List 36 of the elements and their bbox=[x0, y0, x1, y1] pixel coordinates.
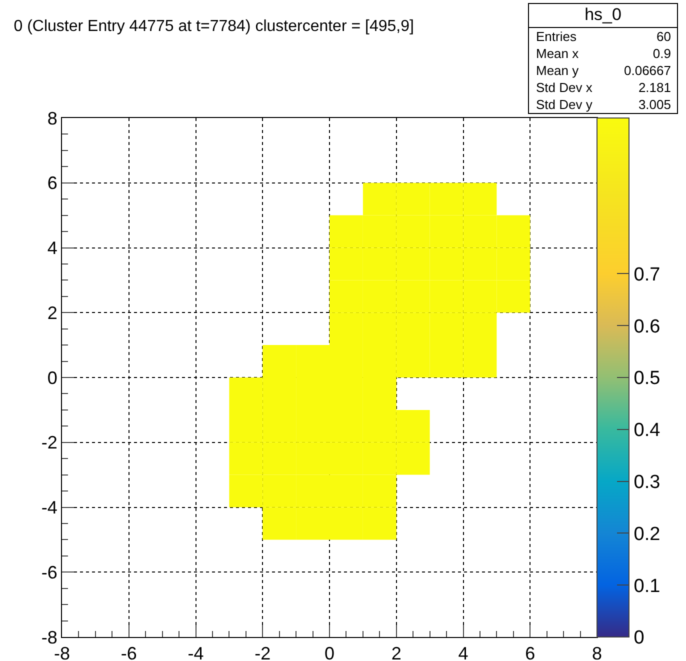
color-bar-label: 0.4 bbox=[634, 420, 661, 442]
text: Std Dev x bbox=[536, 80, 592, 95]
x-tick-label: -4 bbox=[188, 644, 204, 661]
x-tick-label: 8 bbox=[592, 644, 602, 661]
x-tick-label: 4 bbox=[458, 644, 468, 661]
text: hs_0 bbox=[529, 4, 677, 28]
text: 0.06667 bbox=[624, 63, 671, 78]
color-bar-label: 0.2 bbox=[634, 524, 660, 545]
y-tick-label: -8 bbox=[41, 627, 58, 648]
y-tick-label: 2 bbox=[47, 302, 58, 323]
text: Mean x bbox=[536, 46, 579, 61]
y-tick-label: -6 bbox=[41, 562, 58, 582]
y-tick-label: 4 bbox=[47, 238, 58, 258]
x-tick-label: 2 bbox=[391, 644, 402, 661]
x-tick-label: -6 bbox=[120, 644, 137, 661]
color-bar-label: 0.5 bbox=[634, 368, 660, 390]
color-bar-label: 0.6 bbox=[634, 316, 660, 338]
x-tick-label: -2 bbox=[254, 644, 271, 661]
color-bar-label: 0.7 bbox=[634, 264, 660, 286]
y-tick-label: -4 bbox=[41, 498, 58, 518]
x-tick-label: 0 bbox=[324, 644, 335, 661]
color-bar-label: 0.3 bbox=[634, 472, 660, 493]
y-tick-label: 6 bbox=[47, 173, 58, 194]
y-tick-label: -2 bbox=[41, 432, 58, 453]
text: Std Dev y bbox=[536, 97, 592, 112]
text: 2.181 bbox=[638, 80, 671, 95]
color-bar-label: 0.1 bbox=[634, 576, 660, 597]
text: 0.9 bbox=[652, 46, 671, 61]
text: Entries bbox=[536, 29, 576, 44]
text: Mean y bbox=[536, 63, 579, 78]
x-tick-label: 6 bbox=[525, 644, 536, 661]
chart-title: 0 (Cluster Entry 44775 at t=7784) clustercenter = [495,9] bbox=[14, 18, 414, 36]
text: 3.005 bbox=[638, 97, 671, 112]
y-tick-label: 8 bbox=[47, 108, 58, 128]
y-tick-label: 0 bbox=[47, 368, 58, 388]
text: 60 bbox=[656, 29, 671, 44]
